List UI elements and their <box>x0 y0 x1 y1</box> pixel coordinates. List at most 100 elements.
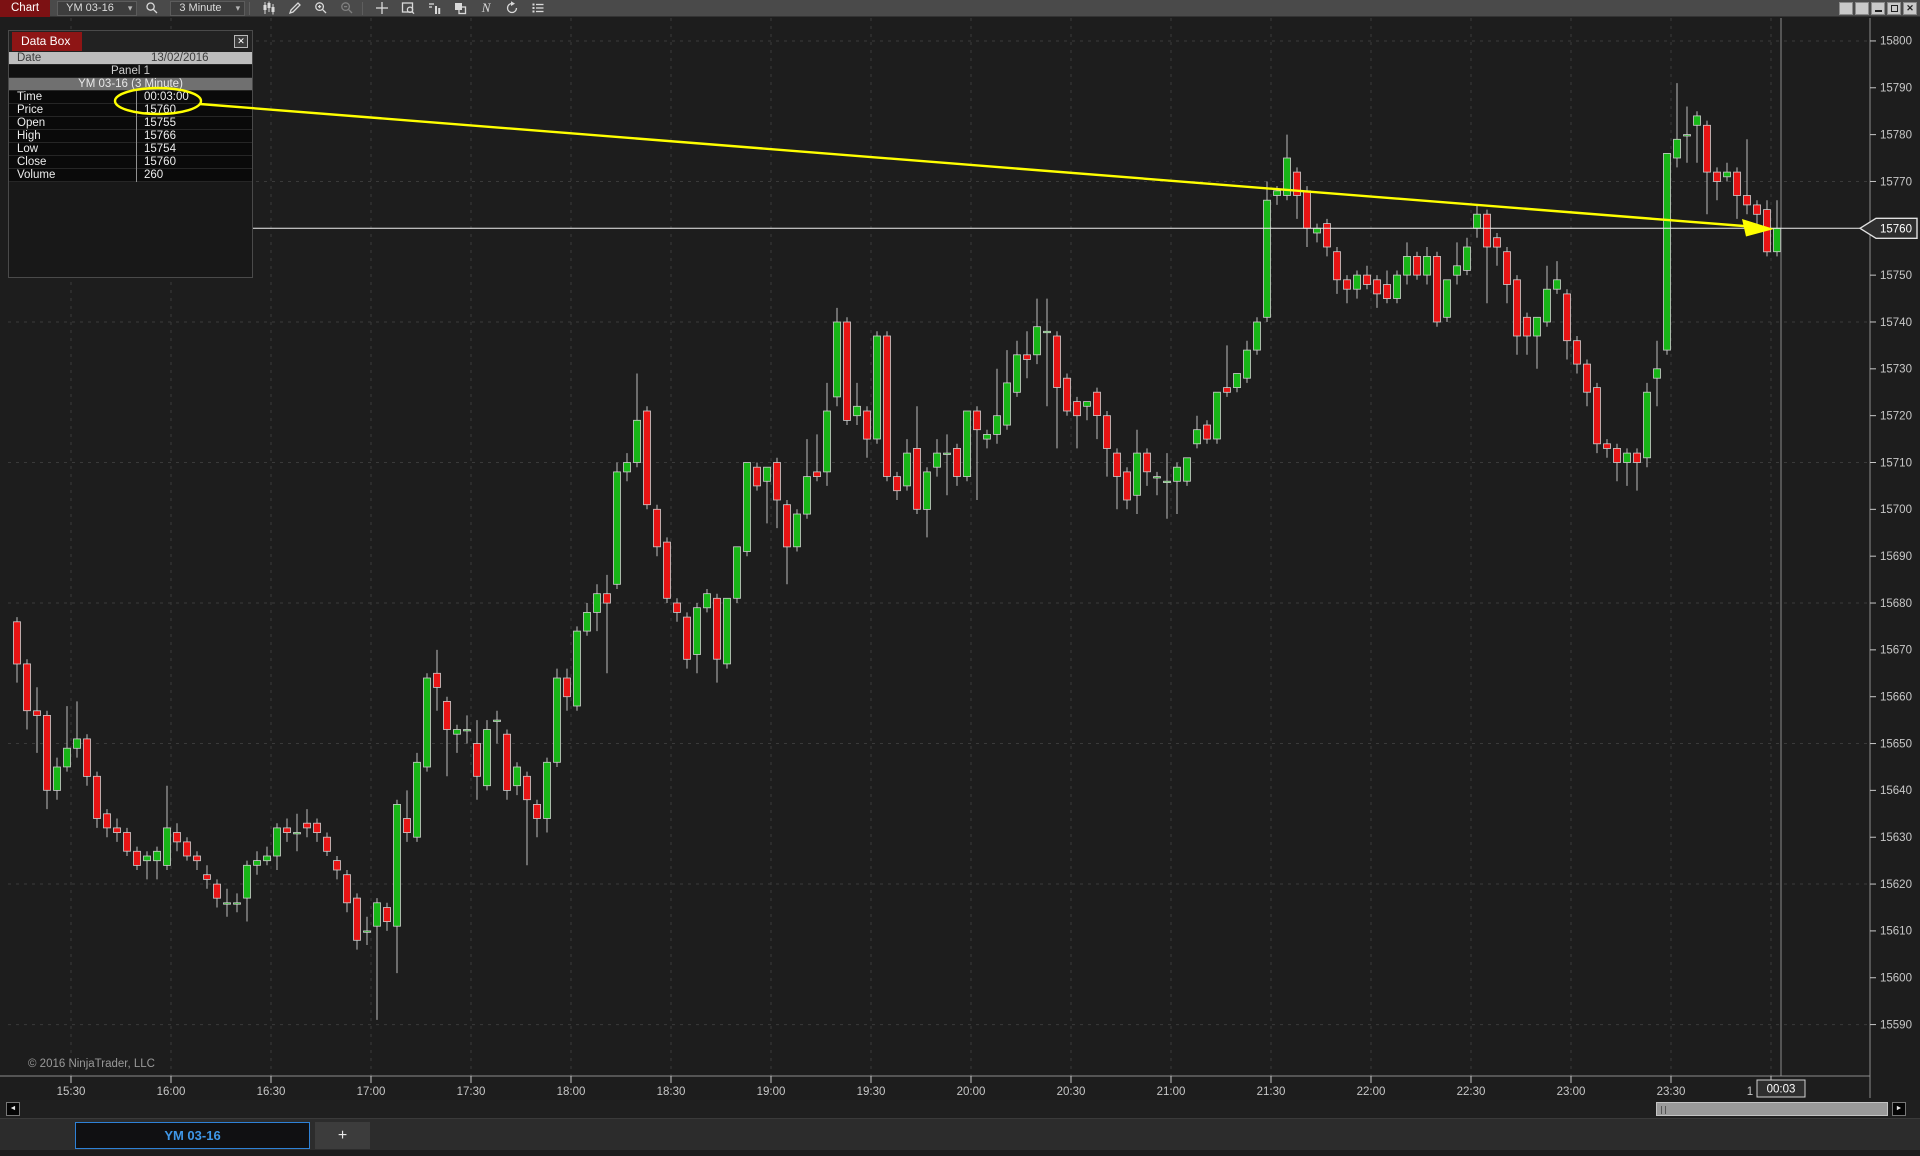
instrument-selector[interactable]: YM 03-16 ▾ <box>57 0 138 16</box>
candle-body <box>643 410 651 506</box>
close-button[interactable]: ✕ <box>1903 1 1917 15</box>
zoom-in-icon <box>315 2 327 14</box>
candle-body <box>1063 377 1071 412</box>
candle-body <box>243 864 251 899</box>
data-box-panel[interactable]: Data Box ✕ Date 13/02/2016 Panel 1 YM 03… <box>8 30 253 278</box>
candle-body <box>603 593 611 604</box>
candle-body <box>1093 391 1101 417</box>
snapshot-button[interactable] <box>397 1 419 16</box>
candle-body <box>1623 452 1631 463</box>
crosshair-time-tag <box>1756 1079 1806 1098</box>
scroll-left-button[interactable]: ◄ <box>6 1102 20 1116</box>
candle-body <box>653 508 661 548</box>
indicators-icon: N <box>481 0 491 15</box>
current-price-marker <box>1858 217 1918 240</box>
candle-body <box>283 827 291 834</box>
candle-body <box>1203 424 1211 440</box>
candle-body <box>383 907 391 923</box>
crosshair-icon <box>376 2 389 14</box>
time-axis-label: 23:30 <box>1657 1086 1686 1098</box>
zoom-in-button[interactable] <box>310 1 332 16</box>
candle-body <box>713 597 721 660</box>
candle-body <box>373 902 381 927</box>
candle-body <box>23 663 31 712</box>
horizontal-scrollbar[interactable]: ◄ ► <box>0 1100 1920 1118</box>
candle-body <box>1183 457 1191 482</box>
pencil-icon <box>289 2 302 15</box>
add-tab-button[interactable]: + <box>315 1122 370 1149</box>
chart-snapshot-icon <box>401 2 415 15</box>
price-axis-label: 15600 <box>1880 973 1912 985</box>
data-box-panel-row: Panel 1 <box>9 65 252 78</box>
price-axis-label: 15800 <box>1880 36 1912 48</box>
price-axis-label: 15640 <box>1880 785 1912 797</box>
candle-body <box>783 504 791 548</box>
price-axis-label: 15730 <box>1880 364 1912 376</box>
candle-body <box>723 597 731 665</box>
panel-label: Panel 1 <box>110 65 150 77</box>
crosshair-button[interactable] <box>371 1 393 16</box>
candle-body <box>333 860 341 871</box>
indicators-button[interactable]: N <box>475 0 497 16</box>
candle-body <box>1663 152 1671 351</box>
drawing-tools-button[interactable] <box>284 1 306 16</box>
toolbar-separator <box>249 1 251 15</box>
candle-body <box>1423 255 1431 276</box>
data-box-close-button[interactable]: ✕ <box>234 35 248 48</box>
candle-body <box>953 447 961 477</box>
price-axis-label: 15680 <box>1880 598 1912 610</box>
data-box-titlebar[interactable]: Data Box ✕ <box>9 31 252 52</box>
candle-body <box>703 593 711 609</box>
tab-ym-03-16[interactable]: YM 03-16 <box>75 1122 310 1149</box>
candle-body <box>1373 279 1381 295</box>
candle-body <box>53 766 61 791</box>
reload-button[interactable] <box>501 1 523 16</box>
candle-body <box>423 677 431 768</box>
candle-body <box>1593 387 1601 445</box>
candle-body <box>553 677 561 763</box>
interval-selector[interactable]: 3 Minute ▾ <box>170 0 246 16</box>
time-axis-label: 18:30 <box>657 1086 686 1098</box>
candle-body <box>323 836 331 852</box>
properties-button[interactable] <box>527 1 549 16</box>
candle-body <box>893 476 901 492</box>
time-axis-label: 18:00 <box>557 1086 586 1098</box>
candle-body <box>133 850 141 866</box>
titlebar-button-a[interactable] <box>1839 1 1853 15</box>
candle-body <box>883 335 891 477</box>
time-axis-label: 20:00 <box>957 1086 986 1098</box>
candle-body <box>1013 354 1021 393</box>
candle-body <box>1163 480 1171 484</box>
candle-body <box>1173 466 1181 482</box>
scrollbar-thumb[interactable] <box>1656 1102 1888 1116</box>
panels-button[interactable] <box>449 1 471 16</box>
candle-body <box>1243 349 1251 379</box>
data-box-row-low: Low 15754 <box>9 142 252 156</box>
reload-icon <box>506 1 518 14</box>
candle-body <box>1343 279 1351 290</box>
data-box-series-row: YM 03-16 (3 Minute) <box>9 78 252 91</box>
candle-body <box>533 804 541 819</box>
candle-body <box>263 855 271 862</box>
candle-body <box>1483 213 1491 248</box>
candle-body <box>1053 335 1061 388</box>
chart-plot-area[interactable]: 15800 15790 15780 15770 15750 15740 15730 15720… <box>0 0 1920 1100</box>
chart-style-button[interactable] <box>258 1 280 16</box>
price-axis-label: 15670 <box>1880 645 1912 657</box>
row-value: 15766 <box>136 129 252 143</box>
instrument-search-button[interactable] <box>141 1 163 16</box>
scroll-right-button[interactable]: ► <box>1892 1102 1906 1116</box>
price-axis-label: 15740 <box>1880 317 1912 329</box>
candle-body <box>73 738 81 749</box>
maximize-button[interactable] <box>1887 1 1901 15</box>
data-series-button[interactable] <box>423 1 445 16</box>
titlebar-button-b[interactable] <box>1855 1 1869 15</box>
toolbar: Chart YM 03-16 ▾ 3 Minute ▾ <box>0 0 1920 17</box>
candle-body <box>973 410 981 431</box>
candle-body <box>173 832 181 843</box>
candle-body <box>233 902 241 905</box>
interval-label: 3 Minute <box>179 2 222 14</box>
candle-body <box>843 321 851 421</box>
minimize-button[interactable] <box>1871 1 1885 15</box>
price-axis-label: 15710 <box>1880 457 1912 469</box>
